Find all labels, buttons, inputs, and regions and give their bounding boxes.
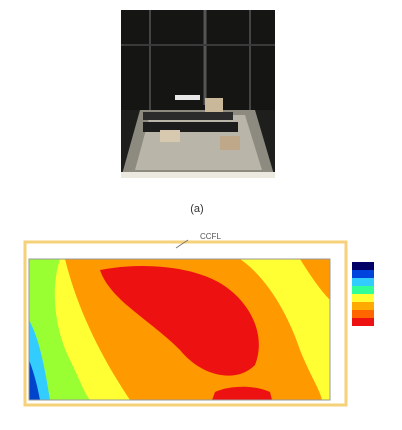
figure: (a) CCFL	[0, 0, 402, 430]
annotation: CCFL	[200, 232, 221, 241]
figure-page: (a) CCFL	[0, 0, 402, 430]
photo	[121, 10, 275, 178]
color-bar	[352, 262, 374, 326]
photo-caption: (a)	[190, 203, 203, 215]
contour-map	[29, 259, 330, 400]
